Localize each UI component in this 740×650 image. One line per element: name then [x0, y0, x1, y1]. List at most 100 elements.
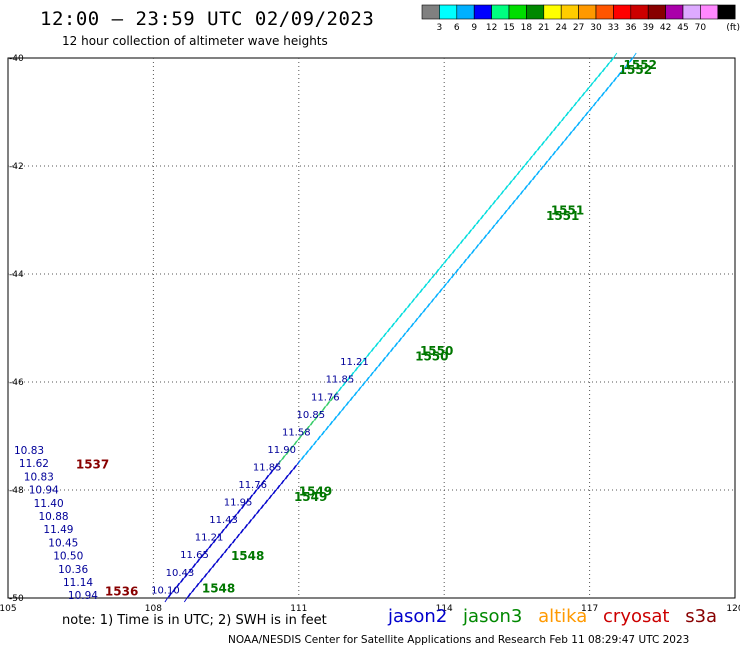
- track-mark: [464, 229, 472, 239]
- scale-tick-label: 18: [521, 23, 533, 33]
- scale-tick-label: 24: [555, 23, 567, 33]
- track-mark: [399, 308, 407, 318]
- track-mark: [269, 465, 277, 475]
- track-mark: [200, 573, 207, 583]
- satellite-cryosat: cryosat: [603, 606, 670, 627]
- track-mark: [447, 273, 455, 284]
- track-mark: [443, 278, 451, 289]
- track-mark: [293, 460, 301, 470]
- track-mark: [423, 278, 431, 289]
- track-mark: [436, 263, 443, 274]
- track-mark: [508, 200, 515, 210]
- track-mark: [176, 578, 184, 588]
- track-mark: [386, 347, 394, 357]
- track-mark: [402, 327, 410, 338]
- track-mark: [212, 558, 220, 568]
- track-swh-label: 11.85: [326, 375, 355, 386]
- track-mark: [589, 101, 597, 112]
- track-mark: [451, 268, 459, 279]
- scale-tick-label: 15: [503, 23, 514, 33]
- track-mark: [265, 494, 272, 505]
- track-mark: [586, 82, 593, 92]
- track-mark: [310, 416, 318, 426]
- track-mark: [525, 155, 533, 166]
- track-swh-label: 11.95: [224, 498, 253, 509]
- y-tick-label: -48: [9, 486, 24, 496]
- track-mark: [208, 563, 216, 573]
- track-mark: [355, 362, 362, 372]
- track-mark: [500, 209, 507, 220]
- track-mark: [520, 185, 528, 195]
- track-mark: [281, 474, 288, 485]
- track-mark: [180, 573, 188, 583]
- track-mark: [521, 160, 529, 171]
- orbit-number-label: 1548: [231, 549, 264, 563]
- track-mark: [378, 357, 386, 367]
- track-swh-label: 11.43: [209, 515, 238, 526]
- map-title: 12:00 – 23:59 UTC 02/09/2023: [40, 8, 375, 30]
- track-mark: [325, 420, 333, 431]
- track-mark: [334, 386, 342, 397]
- track-mark: [625, 57, 633, 68]
- track-mark: [354, 386, 361, 397]
- track-mark: [406, 322, 414, 333]
- track-mark: [224, 543, 232, 554]
- track-mark: [560, 136, 568, 146]
- track-swh-label: 11.58: [282, 427, 311, 438]
- scale-tick-label: 30: [590, 23, 602, 33]
- track-mark: [564, 131, 572, 141]
- scale-tick-label: 12: [486, 23, 497, 33]
- orbit-number-label: 1549: [294, 490, 327, 504]
- track-mark: [403, 303, 411, 313]
- track-mark: [529, 150, 537, 161]
- track-mark: [590, 77, 597, 87]
- scale-unit-label: (ft): [726, 23, 740, 33]
- track-mark: [609, 77, 617, 87]
- track-mark: [192, 582, 199, 593]
- scale-tick-label: 21: [538, 23, 549, 33]
- track-mark: [472, 219, 480, 230]
- track-mark: [318, 406, 326, 416]
- track-mark: [294, 435, 302, 446]
- track-mark: [432, 268, 439, 279]
- track-mark: [289, 465, 297, 475]
- track-mark: [342, 401, 349, 411]
- track-mark: [398, 332, 406, 343]
- track-mark: [492, 195, 500, 205]
- track-mark: [371, 342, 379, 352]
- track-mark: [209, 538, 216, 549]
- track-mark: [168, 587, 176, 598]
- track-mark: [585, 106, 593, 117]
- track-mark: [423, 303, 430, 313]
- track-mark: [577, 116, 584, 127]
- orbit-number-label: 1549: [299, 484, 332, 498]
- scale-tick-label: 45: [677, 23, 688, 33]
- track-mark: [346, 371, 354, 382]
- track-mark: [419, 283, 427, 293]
- track-mark: [217, 528, 225, 539]
- swh-value-label: 10.83: [24, 471, 54, 483]
- track-mark: [257, 479, 265, 490]
- swh-value-label: 11.14: [63, 577, 93, 589]
- track-mark: [391, 317, 399, 328]
- track-mark: [350, 391, 357, 401]
- track-mark: [379, 332, 387, 343]
- track-mark: [561, 111, 569, 122]
- track-mark: [351, 366, 358, 377]
- swh-value-label: 10.36: [58, 564, 88, 576]
- map-subtitle: 12 hour collection of altimeter wave hei…: [62, 34, 328, 48]
- track-mark: [556, 141, 564, 151]
- track-mark: [565, 106, 573, 117]
- swh-value-label: 10.88: [39, 511, 69, 523]
- x-tick-label: 111: [290, 604, 307, 614]
- track-mark: [553, 121, 561, 131]
- track-mark: [456, 239, 464, 249]
- track-mark: [245, 494, 253, 505]
- track-mark: [488, 200, 496, 210]
- track-mark: [487, 224, 495, 235]
- track-mark: [237, 504, 245, 514]
- track-mark: [411, 293, 419, 303]
- track-mark: [188, 563, 196, 573]
- track-mark: [444, 254, 452, 264]
- satellite-jason3: jason3: [463, 606, 523, 627]
